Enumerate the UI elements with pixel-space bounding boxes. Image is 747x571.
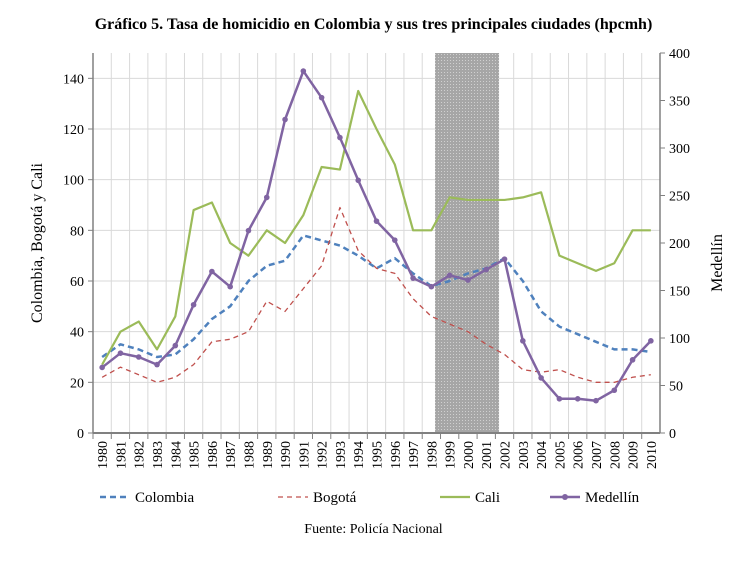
legend-marker-medellin bbox=[562, 494, 568, 500]
x-tick-label: 2001 bbox=[480, 441, 495, 469]
y-tick-label-left: 60 bbox=[70, 275, 84, 290]
legend-label-bogota: Bogotá bbox=[313, 490, 357, 506]
data-point-medellin bbox=[373, 218, 380, 224]
x-tick-label: 1985 bbox=[188, 441, 203, 469]
x-tick-label: 1995 bbox=[371, 441, 386, 469]
x-tick-label: 1993 bbox=[334, 441, 349, 469]
data-point-medellin bbox=[465, 277, 471, 283]
x-tick-label: 1986 bbox=[206, 441, 221, 469]
y-tick-label-left: 40 bbox=[70, 326, 84, 341]
data-point-medellin bbox=[556, 396, 563, 402]
x-tick-label: 2008 bbox=[608, 441, 623, 469]
data-point-medellin bbox=[538, 375, 544, 381]
data-point-medellin bbox=[574, 396, 581, 402]
x-tick-label: 1994 bbox=[352, 441, 367, 469]
x-tick-label: 2010 bbox=[645, 441, 660, 469]
x-tick-label: 1992 bbox=[316, 441, 331, 469]
y-tick-label-left: 20 bbox=[70, 376, 84, 391]
y-tick-label-right: 250 bbox=[669, 190, 690, 205]
data-point-medellin bbox=[611, 387, 618, 394]
data-point-medellin bbox=[263, 194, 270, 201]
data-point-medellin bbox=[209, 268, 215, 275]
x-tick-label: 1982 bbox=[133, 441, 148, 469]
y-tick-label-right: 150 bbox=[669, 285, 690, 300]
legend-label-colombia: Colombia bbox=[135, 490, 195, 506]
data-point-medellin bbox=[300, 68, 307, 74]
y-tick-label-right: 200 bbox=[669, 237, 690, 252]
x-tick-label: 1987 bbox=[224, 441, 239, 469]
legend-label-cali: Cali bbox=[475, 490, 500, 506]
y-tick-label-right: 400 bbox=[669, 47, 690, 62]
x-tick-label: 1998 bbox=[425, 441, 440, 469]
y-axis-label-right: Medellín bbox=[709, 234, 726, 292]
data-point-medellin bbox=[154, 361, 160, 368]
x-tick-label: 1999 bbox=[444, 441, 459, 469]
x-tick-label: 1996 bbox=[389, 441, 404, 469]
data-point-medellin bbox=[355, 177, 362, 184]
data-point-medellin bbox=[227, 283, 233, 290]
data-point-medellin bbox=[117, 350, 124, 357]
x-tick-label: 1989 bbox=[261, 441, 276, 469]
x-tick-label: 1991 bbox=[297, 441, 312, 469]
series-line-colombia bbox=[101, 234, 652, 359]
x-tick-label: 1983 bbox=[151, 441, 166, 469]
y-tick-label-left: 140 bbox=[63, 72, 84, 87]
y-tick-label-right: 0 bbox=[669, 427, 676, 442]
y-tick-label-left: 0 bbox=[77, 427, 84, 442]
chart-source: Fuente: Policía Nacional bbox=[304, 522, 443, 537]
data-point-medellin bbox=[648, 338, 654, 344]
data-point-medellin bbox=[190, 301, 197, 308]
data-point-medellin bbox=[318, 94, 325, 101]
x-tick-label: 2007 bbox=[590, 441, 605, 469]
data-point-medellin bbox=[245, 227, 252, 234]
x-tick-label: 2000 bbox=[462, 441, 477, 469]
legend-label-medellin: Medellín bbox=[585, 490, 640, 506]
data-point-medellin bbox=[282, 116, 288, 123]
y-tick-label-right: 50 bbox=[669, 380, 683, 395]
data-point-medellin bbox=[428, 283, 435, 290]
data-point-medellin bbox=[172, 342, 179, 349]
x-tick-label: 1990 bbox=[279, 441, 294, 469]
x-tick-label: 1980 bbox=[96, 441, 111, 469]
data-point-medellin bbox=[99, 364, 105, 371]
data-point-medellin bbox=[446, 272, 453, 279]
shaded-period bbox=[435, 53, 500, 433]
data-point-medellin bbox=[391, 237, 398, 243]
y-tick-label-left: 100 bbox=[63, 174, 84, 189]
data-point-medellin bbox=[501, 256, 508, 262]
x-tick-label: 2005 bbox=[553, 441, 568, 469]
x-tick-label: 1981 bbox=[114, 441, 129, 469]
x-tick-label: 1997 bbox=[407, 441, 422, 469]
data-point-medellin bbox=[135, 354, 142, 360]
series-line-cali bbox=[101, 89, 651, 366]
x-tick-label: 2006 bbox=[572, 441, 587, 469]
chart-title: Gráfico 5. Tasa de homicidio en Colombia… bbox=[94, 16, 653, 33]
x-tick-label: 1984 bbox=[169, 441, 184, 469]
data-point-medellin bbox=[520, 338, 526, 344]
x-tick-label: 2004 bbox=[535, 441, 550, 469]
x-tick-label: 2003 bbox=[517, 441, 532, 469]
y-tick-label-right: 100 bbox=[669, 332, 690, 347]
y-tick-label-left: 80 bbox=[70, 224, 84, 239]
y-tick-label-right: 350 bbox=[669, 95, 690, 110]
y-axis-label-left: Colombia, Bogotá y Cali bbox=[29, 162, 46, 323]
x-tick-label: 2002 bbox=[499, 441, 514, 469]
y-tick-label-right: 300 bbox=[669, 142, 690, 157]
series-line-bogota bbox=[101, 206, 651, 383]
x-tick-label: 2009 bbox=[627, 441, 642, 469]
y-tick-label-left: 120 bbox=[63, 123, 84, 138]
data-point-medellin bbox=[629, 357, 636, 363]
x-tick-label: 1988 bbox=[242, 441, 257, 469]
data-point-medellin bbox=[483, 266, 490, 273]
data-point-medellin bbox=[337, 134, 343, 141]
data-point-medellin bbox=[410, 275, 416, 281]
data-point-medellin bbox=[593, 397, 599, 404]
